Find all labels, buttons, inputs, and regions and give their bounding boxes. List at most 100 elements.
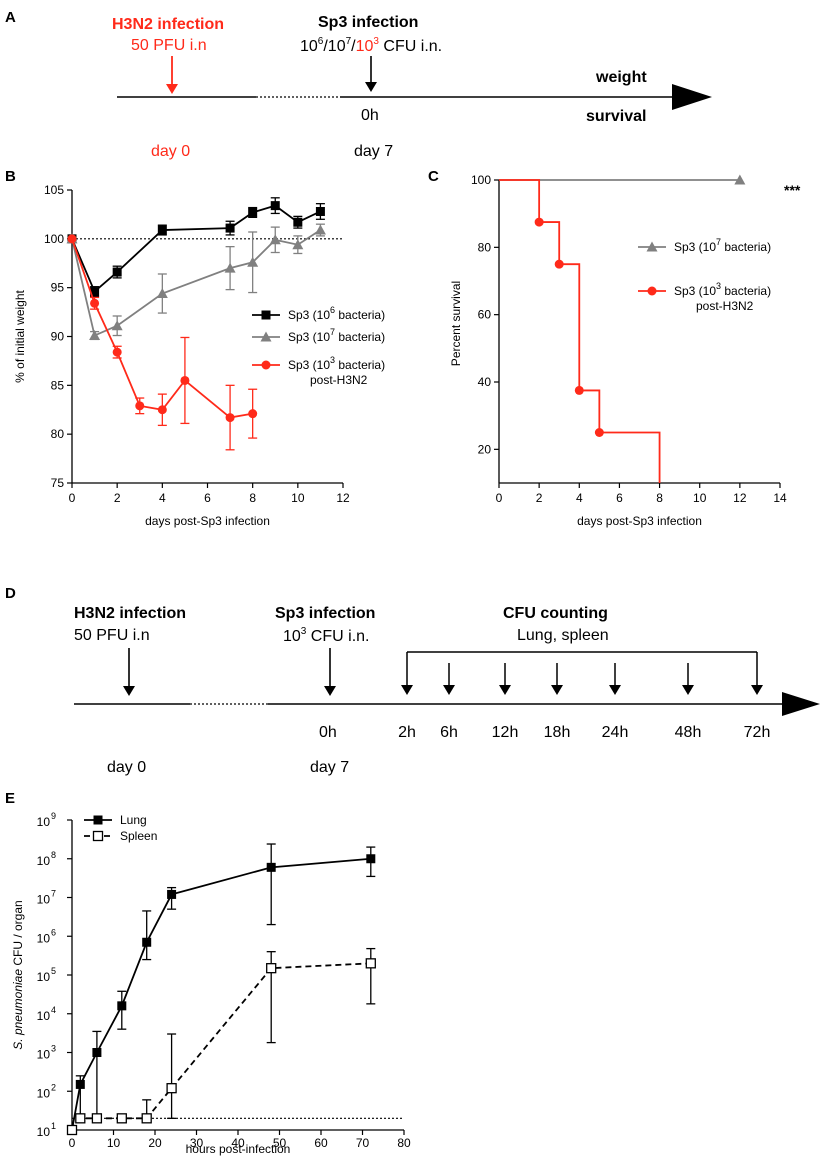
cfu-series-0	[67, 843, 376, 1135]
survival-x-tick-6: 12	[733, 491, 747, 505]
panel-d: D H3N2 infection 50 PFU i.n Sp3 infectio…	[5, 585, 820, 776]
weight-chart: 0 2 4 6 8 10 12 75 80 85 90 95 100 105 days post-Sp3 i…	[13, 183, 385, 528]
cfu-x-tick-7: 70	[356, 1136, 370, 1150]
cfu-legend-label-1: Spleen	[120, 829, 157, 843]
cfu-x-tick-1: 10	[107, 1136, 121, 1150]
survival-y-tick-1: 40	[478, 375, 492, 389]
weight-point-2-1	[90, 298, 100, 308]
cfu-errbar-0-4	[142, 910, 152, 961]
survival-series-1	[499, 179, 661, 483]
cfu-y-tick-5: 10	[37, 931, 51, 945]
panel-c-letter: C	[428, 168, 439, 185]
cfu-y-tick-exp-6: 7	[51, 889, 56, 899]
panel-d-time-labels: 2h 6h 12h 18h 24h 48h 72h	[398, 724, 770, 741]
weight-series-1	[66, 223, 326, 341]
weight-y-tick-3: 90	[51, 330, 65, 344]
panel-d-cfu-title: CFU counting	[503, 605, 608, 622]
panel-a-day7: day 7	[354, 143, 393, 160]
weight-y-tick-5: 100	[44, 232, 64, 246]
panel-d-time-label-2: 12h	[492, 724, 519, 741]
survival-y-tick-3: 80	[478, 240, 492, 254]
survival-legend-entry-0: Sp3 (107 bacteria)	[638, 237, 771, 254]
cfu-point-0-5	[167, 889, 177, 899]
cfu-series-line-0	[71, 857, 371, 1131]
weight-series-line-1	[71, 229, 321, 337]
cfu-x-tick-8: 80	[397, 1136, 411, 1150]
weight-legend-marker-2	[261, 360, 271, 370]
survival-legend-marker-0	[646, 241, 658, 252]
panel-a-letter: A	[5, 9, 16, 26]
panel-d-cfu-sub: Lung, spleen	[517, 627, 609, 644]
cfu-x-label: hours post-infection	[186, 1142, 291, 1156]
panel-d-timeline-arrowhead	[782, 692, 820, 716]
survival-x-tick-4: 8	[656, 491, 663, 505]
weight-y-tick-0: 75	[51, 476, 65, 490]
cfu-x-tick-6: 60	[314, 1136, 328, 1150]
panel-d-sample-arrowhead-3	[551, 685, 563, 695]
survival-x-tick-0: 0	[496, 491, 503, 505]
weight-point-0-6	[270, 201, 280, 211]
cfu-point-0-7	[366, 854, 376, 864]
cfu-point-1-6	[266, 963, 277, 974]
cfu-errbar-1-7	[366, 947, 376, 1005]
weight-x-tick-0: 0	[69, 491, 76, 505]
weight-x-tick-6: 12	[336, 491, 350, 505]
weight-legend-entry-0: Sp3 (106 bacteria)	[252, 305, 385, 322]
survival-x-tick-1: 2	[536, 491, 543, 505]
survival-chart: 0 2 4 6 8 10 12 14 20 40 60 80 100 days post-Sp3 infe…	[449, 173, 801, 528]
weight-point-0-5	[248, 207, 258, 217]
cfu-point-1-1	[75, 1113, 86, 1124]
cfu-y-tick-exp-5: 6	[51, 927, 56, 937]
panel-a-day0: day 0	[151, 143, 190, 160]
survival-significance: ***	[784, 182, 801, 198]
weight-point-0-7	[293, 217, 303, 227]
panel-d-h3n2-arrowhead	[123, 686, 135, 696]
panel-a-survival-label: survival	[586, 108, 646, 125]
weight-point-0-3	[157, 225, 167, 235]
survival-point-1-1	[554, 259, 564, 269]
weight-point-2-6	[225, 413, 235, 423]
cfu-x-tick-5: 50	[273, 1136, 287, 1150]
weight-point-1-1	[89, 330, 101, 341]
weight-y-tick-4: 95	[51, 281, 65, 295]
panel-a-sp3-arrowhead	[365, 82, 377, 92]
weight-x-tick-3: 6	[204, 491, 211, 505]
cfu-y-tick-3: 10	[37, 1009, 51, 1023]
panel-b: B 0 2 4 6 8 10 12 75 80 85 90 95 100 105 days post-Sp3…	[5, 168, 385, 528]
cfu-legend-marker-0	[93, 815, 103, 825]
panel-d-time-label-1: 6h	[440, 724, 458, 741]
cfu-y-tick-exp-8: 9	[51, 811, 56, 821]
weight-x-tick-2: 4	[159, 491, 166, 505]
cfu-y-tick-1: 10	[37, 1086, 51, 1100]
cfu-y-tick-0: 10	[37, 1125, 51, 1139]
weight-legend-label-2: Sp3 (103 bacteria)	[288, 355, 385, 372]
panel-a-weight-label: weight	[595, 69, 647, 86]
cfu-y-tick-6: 10	[37, 893, 51, 907]
weight-legend-label-0: Sp3 (106 bacteria)	[288, 305, 385, 322]
survival-x-label: days post-Sp3 infection	[577, 514, 702, 528]
weight-x-tick-5: 10	[291, 491, 305, 505]
weight-point-1-3	[156, 288, 168, 299]
panel-d-time0: 0h	[319, 724, 337, 741]
survival-point-1-3	[594, 428, 604, 437]
weight-point-2-0	[67, 234, 77, 244]
survival-series-line-1	[499, 179, 661, 483]
panel-d-day7: day 7	[310, 759, 349, 776]
survival-x-tick-5: 10	[693, 491, 707, 505]
cfu-y-tick-exp-0: 1	[51, 1121, 56, 1131]
weight-point-2-4	[157, 405, 167, 415]
panel-d-time-label-4: 24h	[602, 724, 629, 741]
survival-x-tick-7: 14	[773, 491, 787, 505]
cfu-point-1-3	[116, 1113, 127, 1124]
weight-legend-entry-1: Sp3 (107 bacteria)	[252, 327, 385, 344]
panel-d-sp3-title: Sp3 infection	[275, 605, 375, 622]
panel-d-sample-arrowhead-5	[682, 685, 694, 695]
weight-point-0-1	[90, 287, 100, 297]
cfu-y-tick-8: 10	[37, 815, 51, 829]
survival-legend-marker-1	[647, 286, 657, 296]
cfu-y-tick-7: 10	[37, 854, 51, 868]
cfu-y-tick-exp-4: 5	[51, 966, 56, 976]
cfu-point-1-5	[166, 1083, 177, 1094]
weight-point-1-4	[224, 262, 236, 273]
